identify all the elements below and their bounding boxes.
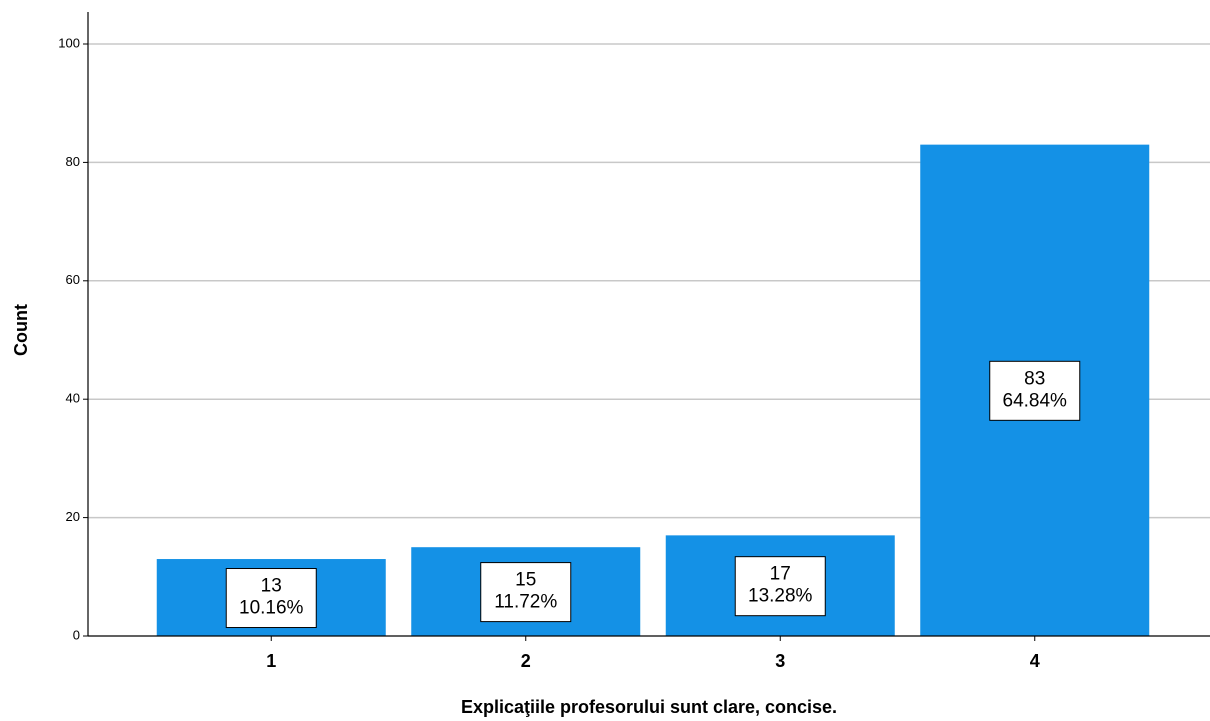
y-tick-label: 20	[66, 509, 80, 524]
data-label-box	[989, 360, 1081, 421]
data-label-percent: 10.16%	[239, 598, 304, 619]
data-label-count: 15	[515, 570, 536, 591]
x-axis-title: Explicaţiile profesorului sunt clare, co…	[461, 697, 837, 717]
x-tick-label: 3	[775, 651, 785, 671]
x-tick-label: 4	[1030, 651, 1040, 671]
data-label-count: 17	[770, 564, 791, 585]
y-axis-title: Count	[11, 304, 31, 356]
data-label-percent: 64.84%	[1003, 390, 1068, 411]
y-tick-label: 0	[73, 627, 80, 642]
y-tick-label: 40	[66, 391, 80, 406]
data-label-percent: 11.72%	[494, 592, 557, 613]
data-label-box	[734, 556, 826, 617]
data-label-count: 13	[261, 576, 282, 597]
x-tick-label: 1	[266, 651, 276, 671]
data-label-box	[225, 568, 317, 629]
y-tick-label: 60	[66, 272, 80, 287]
x-tick-label: 2	[521, 651, 531, 671]
y-tick-label: 80	[66, 154, 80, 169]
data-label-box	[480, 562, 572, 623]
data-label-count: 83	[1024, 368, 1045, 389]
y-tick-label: 100	[58, 35, 80, 50]
data-label-percent: 13.28%	[748, 586, 813, 607]
